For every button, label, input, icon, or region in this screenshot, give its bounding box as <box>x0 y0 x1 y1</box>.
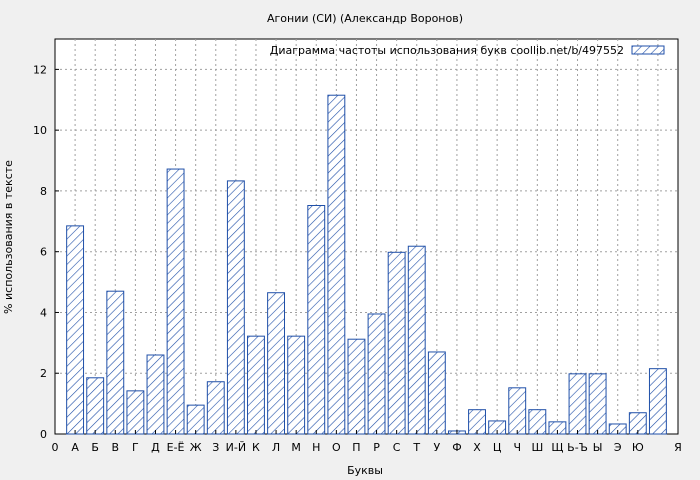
x-tick-label: У <box>433 441 440 454</box>
x-tick-label: Ф <box>452 441 461 454</box>
x-tick-label: Ь-Ъ <box>567 441 588 454</box>
x-tick-label: О <box>332 441 341 454</box>
bar-6 <box>166 168 185 435</box>
x-tick-label: Ю <box>632 441 644 454</box>
legend-swatch <box>631 45 665 55</box>
x-tick-label: Ж <box>190 441 202 454</box>
y-tick-label: 0 <box>40 428 47 441</box>
bar-9 <box>226 180 245 435</box>
bar-11 <box>267 292 286 435</box>
x-tick-label: А <box>71 441 79 454</box>
legend-label: Диаграмма частоты использования букв coo… <box>270 44 624 57</box>
x-axis-label: Буквы <box>347 464 383 477</box>
x-tick-label: Б <box>91 441 99 454</box>
x-tick-label: Ы <box>593 441 603 454</box>
bar-27 <box>588 373 607 435</box>
bar-13 <box>307 205 326 435</box>
bar-26 <box>568 373 587 435</box>
bar-2 <box>86 377 105 435</box>
x-tick-label: Х <box>473 441 481 454</box>
y-tick-label: 2 <box>40 367 47 380</box>
x-tick-label: Я <box>674 441 682 454</box>
bar-5 <box>146 354 165 435</box>
grid <box>55 39 678 434</box>
y-tick-label: 6 <box>40 246 47 259</box>
bar-12 <box>287 335 306 435</box>
x-tick-label: П <box>352 441 360 454</box>
x-tick-label: Н <box>312 441 320 454</box>
bar-10 <box>247 335 265 435</box>
y-tick-label: 12 <box>33 63 47 76</box>
bar-1 <box>66 225 85 435</box>
x-tick-label: Т <box>412 441 420 454</box>
y-axis-label: % использования в тексте <box>2 160 15 314</box>
x-tick-label: И-Й <box>226 441 246 454</box>
x-tick-label: Л <box>272 441 280 454</box>
y-tick-label: 8 <box>40 185 47 198</box>
x-tick-label: М <box>291 441 301 454</box>
x-tick-label: Э <box>614 441 622 454</box>
bar-3 <box>106 290 125 435</box>
x-tick-label: Д <box>151 441 160 454</box>
x-tick-label: Е-Ё <box>167 441 185 454</box>
x-tick-label: С <box>393 441 401 454</box>
bar-30 <box>648 368 667 435</box>
x-tick-label: Ш <box>531 441 543 454</box>
x-tick-label: К <box>252 441 260 454</box>
y-tick-label: 10 <box>33 124 47 137</box>
bar-18 <box>407 245 426 435</box>
y-tick-label: 4 <box>40 306 47 319</box>
x-axis-ticks: 0 А Б В Г Д Е-Ё Ж З И-Й К Л М Н О П Р С Т У Ф Х Ц Ч Ш Щ Ь-Ъ Ы Э Ю Я <box>52 430 682 454</box>
chart-title: Агонии (СИ) (Александр Воронов) <box>267 12 463 25</box>
bar-23 <box>508 387 527 435</box>
y-axis-ticks: 0 2 4 6 8 10 12 <box>33 63 59 441</box>
bars <box>66 94 667 435</box>
bar-8 <box>206 381 225 435</box>
bar-17 <box>387 251 406 435</box>
x-tick-label: 0 <box>52 441 59 454</box>
bar-14 <box>327 94 346 435</box>
x-tick-label: Ч <box>513 441 521 454</box>
x-tick-label: Р <box>373 441 380 454</box>
bar-15 <box>347 338 366 435</box>
x-tick-label: Г <box>132 441 139 454</box>
x-tick-label: Ц <box>493 441 502 454</box>
x-tick-label: В <box>112 441 120 454</box>
x-tick-label: Щ <box>551 441 563 454</box>
x-tick-label: З <box>212 441 219 454</box>
bar-19 <box>427 351 446 435</box>
bar-7 <box>186 404 205 435</box>
bar-16 <box>367 313 386 435</box>
bar-4 <box>126 390 145 435</box>
